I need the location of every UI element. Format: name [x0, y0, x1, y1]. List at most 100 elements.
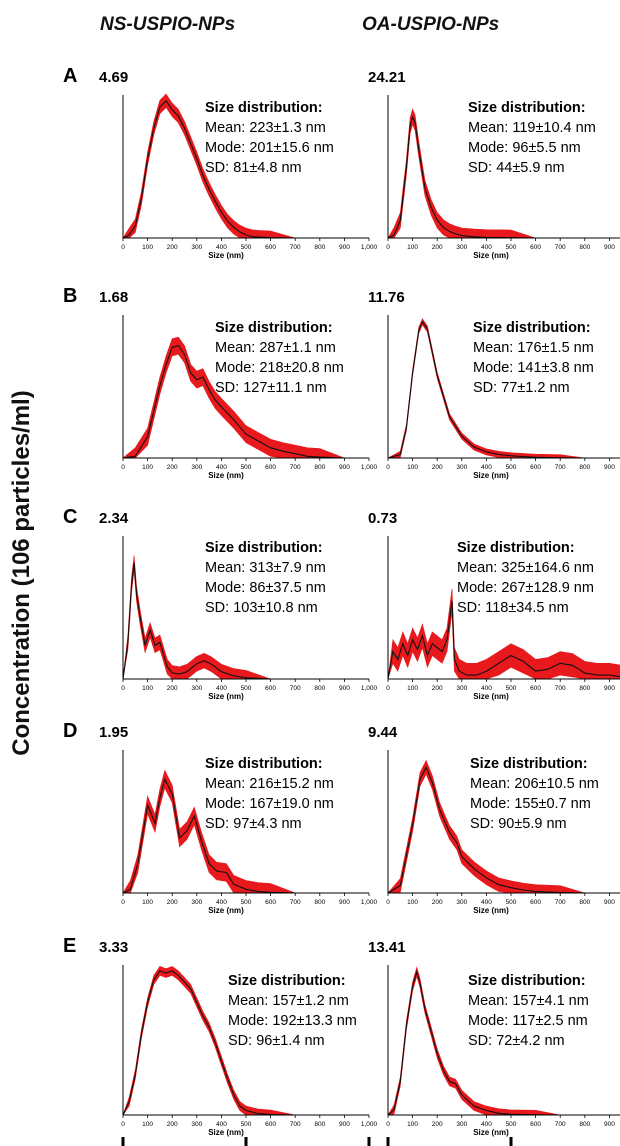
panel-a-ns-stats-line: Mode: 201±15.6 nm: [205, 140, 334, 156]
panel-b-oa-error-band: [387, 318, 620, 459]
panel-d-ns-x-tick-label: 200: [167, 899, 178, 906]
panel-e-oa-stats-line: Mode: 117±2.5 nm: [468, 1013, 588, 1029]
panel-c-oa-stats-line: Mean: 325±164.6 nm: [457, 560, 594, 576]
panel-c-ns-x-tick-label: 300: [191, 685, 202, 692]
panel-b-oa-x-tick-label: 900: [604, 464, 615, 471]
panel-a-oa-stats-line: Mean: 119±10.4 nm: [468, 120, 596, 136]
panel-e-oa-stats-title: Size distribution:: [468, 973, 586, 989]
panel-a-ns-x-tick-label: 600: [265, 244, 276, 251]
panel-d-ns-error-band: [122, 769, 369, 894]
panel-a-oa-stats-title: Size distribution:: [468, 100, 586, 116]
panel-a-oa-x-tick-label: 300: [456, 244, 467, 251]
panel-c-oa-x-tick-label: 300: [456, 685, 467, 692]
panel-e-ns-error-band: [122, 966, 369, 1116]
panel-c-ns-x-tick-label: 0: [121, 685, 125, 692]
panel-b-ns-x-tick-label: 900: [339, 464, 350, 471]
panel-a-ns-x-tick-label: 900: [339, 244, 350, 251]
panel-e-ns-ymax-label: 3.33: [99, 939, 128, 956]
panel-e-oa-error-band: [387, 966, 620, 1116]
panel-b-oa-stats-title: Size distribution:: [473, 320, 591, 336]
panel-c-oa-x-tick-label: 200: [432, 685, 443, 692]
panel-b-oa-x-tick-label: 400: [481, 464, 492, 471]
panel-b-ns-stats-line: SD: 127±11.1 nm: [215, 380, 327, 396]
panel-d-oa-x-tick-label: 900: [604, 899, 615, 906]
panel-a-ns-x-tick-label: 0: [121, 244, 125, 251]
panel-c-ns-x-tick-label: 100: [142, 685, 153, 692]
panel-c-ns-x-tick-label: 200: [167, 685, 178, 692]
panel-d-ns-x-tick-label: 100: [142, 899, 153, 906]
panel-d-oa-x-tick-label: 600: [530, 899, 541, 906]
panel-e-oa-x-tick-label: 800: [579, 1121, 590, 1128]
panel-d-oa-x-tick-label: 700: [555, 899, 566, 906]
panel-a-oa-x-tick-label: 600: [530, 244, 541, 251]
panel-c-oa-x-axis-title: Size (nm): [473, 692, 509, 701]
panel-letter-c: C: [63, 506, 77, 528]
panel-a-ns-x-axis-title: Size (nm): [208, 251, 244, 260]
panel-a-oa-x-tick-label: 0: [386, 244, 390, 251]
panel-c-oa-x-tick-label: 0: [386, 685, 390, 692]
panel-letter-b: B: [63, 285, 77, 307]
panel-d-oa-x-axis-title: Size (nm): [473, 906, 509, 915]
panel-c-oa-error-band: [387, 588, 620, 680]
panel-a-oa-stats-line: Mode: 96±5.5 nm: [468, 140, 581, 156]
panel-b-oa-ymax-label: 11.76: [368, 289, 405, 306]
panel-d-ns-stats-line: Mean: 216±15.2 nm: [205, 776, 334, 792]
panel-e-ns-stats-line: Mean: 157±1.2 nm: [228, 993, 349, 1009]
panel-b-oa-x-tick-label: 500: [506, 464, 517, 471]
panel-d-oa-x-tick-label: 0: [386, 899, 390, 906]
column-header-oa: OA-USPIO-NPs: [362, 14, 500, 35]
panel-a-ns-x-tick-label: 800: [314, 244, 325, 251]
panel-c-ns-x-tick-label: 500: [241, 685, 252, 692]
panel-d-ns-x-tick-label: 900: [339, 899, 350, 906]
panel-a-oa-x-tick-label: 900: [604, 244, 615, 251]
panel-a-oa-x-tick-label: 700: [555, 244, 566, 251]
panel-e-ns-x-tick-label: 800: [314, 1121, 325, 1128]
panel-a-ns-x-tick-label: 200: [167, 244, 178, 251]
panel-e-ns-stats-title: Size distribution:: [228, 973, 346, 989]
panel-d-oa-stats-title: Size distribution:: [470, 756, 588, 772]
panel-letter-e: E: [63, 935, 76, 957]
panel-c-oa-mean-line: [387, 600, 620, 680]
panel-c-oa-x-tick-label: 100: [407, 685, 418, 692]
panel-c-ns-x-tick-label: 400: [216, 685, 227, 692]
panel-e-ns-x-tick-label: 0: [121, 1121, 125, 1128]
panel-b-ns-x-tick-label: 200: [167, 464, 178, 471]
panel-d-ns-x-tick-label: 300: [191, 899, 202, 906]
panel-a-ns-x-tick-label: 500: [241, 244, 252, 251]
panel-b-oa-x-tick-label: 0: [386, 464, 390, 471]
panel-d-oa-x-tick-label: 100: [407, 899, 418, 906]
panel-b-ns-x-tick-label: 300: [191, 464, 202, 471]
panel-c-oa-x-tick-label: 600: [530, 685, 541, 692]
panel-e-ns-x-tick-label: 300: [191, 1121, 202, 1128]
panel-d-ns-stats-title: Size distribution:: [205, 756, 323, 772]
panel-c-ns-stats-line: Mean: 313±7.9 nm: [205, 560, 326, 576]
panel-e-oa-x-tick-label: 200: [432, 1121, 443, 1128]
panel-b-oa-x-tick-label: 600: [530, 464, 541, 471]
panel-b-ns-x-tick-label: 1,000: [361, 464, 378, 471]
panel-b-oa-x-tick-label: 800: [579, 464, 590, 471]
panel-a-oa-x-tick-label: 200: [432, 244, 443, 251]
panel-e-oa-stats-line: Mean: 157±4.1 nm: [468, 993, 589, 1009]
panel-e-oa-x-tick-label: 600: [530, 1121, 541, 1128]
panel-e-ns-stats-line: SD: 96±1.4 nm: [228, 1033, 325, 1049]
panel-e-oa-x-tick-label: 900: [604, 1121, 615, 1128]
panel-e-ns-x-tick-label: 900: [339, 1121, 350, 1128]
panel-b-oa-x-tick-label: 300: [456, 464, 467, 471]
panel-e-oa-x-tick-label: 300: [456, 1121, 467, 1128]
panel-c-ns-x-tick-label: 600: [265, 685, 276, 692]
panel-b-ns-x-axis-title: Size (nm): [208, 471, 244, 480]
panel-e-ns-stats-line: Mode: 192±13.3 nm: [228, 1013, 357, 1029]
panel-e-ns-x-tick-label: 200: [167, 1121, 178, 1128]
panel-c-ns-x-tick-label: 700: [290, 685, 301, 692]
panel-letter-a: A: [63, 65, 77, 87]
panel-c-ns-stats-line: Mode: 86±37.5 nm: [205, 580, 326, 596]
panel-b-ns-x-tick-label: 0: [121, 464, 125, 471]
panel-d-ns-x-tick-label: 600: [265, 899, 276, 906]
panel-letter-d: D: [63, 720, 77, 742]
panel-c-ns-error-band: [122, 555, 369, 680]
panel-e-oa-x-tick-label: 100: [407, 1121, 418, 1128]
panel-b-ns-mean-line: [122, 344, 369, 459]
panel-e-oa-x-tick-label: 700: [555, 1121, 566, 1128]
panel-c-ns-stats-title: Size distribution:: [205, 540, 323, 556]
